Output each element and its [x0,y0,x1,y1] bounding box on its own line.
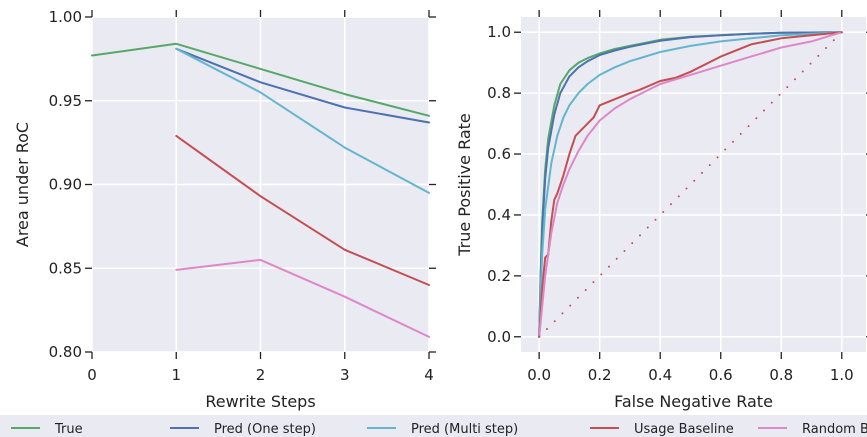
roc-chart: 0.0 0.2 0.4 0.6 0.8 1.0 0.0 0.2 0.4 0.6 0.8 1.0 Fals… [455,10,867,411]
x-tick-label: 0.4 [648,366,672,384]
y-tick-label: 0.2 [487,267,511,285]
y-tick-label: 0.4 [487,206,511,224]
y-tick-label: 0.6 [487,145,511,163]
series-line-1 [175,47,430,124]
x-tick-label: 1.0 [830,366,854,384]
series-line-4 [175,258,430,338]
legend-item-label: True [54,422,83,437]
series-line-2 [538,31,843,338]
y-tick-label: 1.00 [49,8,82,26]
y-tick-label: 0.90 [49,176,82,194]
legend-item-label: Random Baseline [802,422,867,437]
y-tick-label: 1.0 [487,23,511,41]
series-line-3 [175,134,430,286]
y-axis-label: Area under RoC [13,122,32,247]
y-tick-label: 0.95 [49,92,82,110]
legend-item-label: Usage Baseline [634,422,734,437]
y-tick-label: 0.8 [487,84,511,102]
legend: True Pred (One step) Pred (Multi step) Usag… [0,415,867,437]
y-tick-label: 0.0 [487,328,511,346]
plot-area [521,17,866,352]
y-axis-label: True Positive Rate [455,113,474,257]
x-tick-label: 1 [171,366,181,384]
series-line-2 [175,47,430,194]
x-axis-label: False Negative Rate [614,392,773,411]
series-line-0 [91,42,430,117]
x-tick-label: 0.8 [769,366,793,384]
auc-chart: 0 1 2 3 4 0.80 0.85 0.90 0.95 1.00 Rewrite Steps Ar… [13,8,436,411]
x-tick-label: 2 [256,366,266,384]
x-tick-label: 0 [87,366,97,384]
series-line-4 [538,31,843,338]
legend-box [0,415,867,437]
x-axis-label: Rewrite Steps [205,392,315,411]
y-tick-label: 0.80 [49,343,82,361]
legend-item-label: Pred (Multi step) [411,422,518,437]
x-tick-label: 0.6 [709,366,733,384]
series-line-3 [538,31,843,338]
y-tick-label: 0.85 [49,259,82,277]
x-tick-label: 4 [424,366,434,384]
x-tick-label: 0.0 [527,366,551,384]
legend-item-label: Pred (One step) [214,422,316,437]
x-tick-label: 3 [340,366,350,384]
series-line-1 [538,31,843,338]
x-tick-label: 0.2 [588,366,612,384]
